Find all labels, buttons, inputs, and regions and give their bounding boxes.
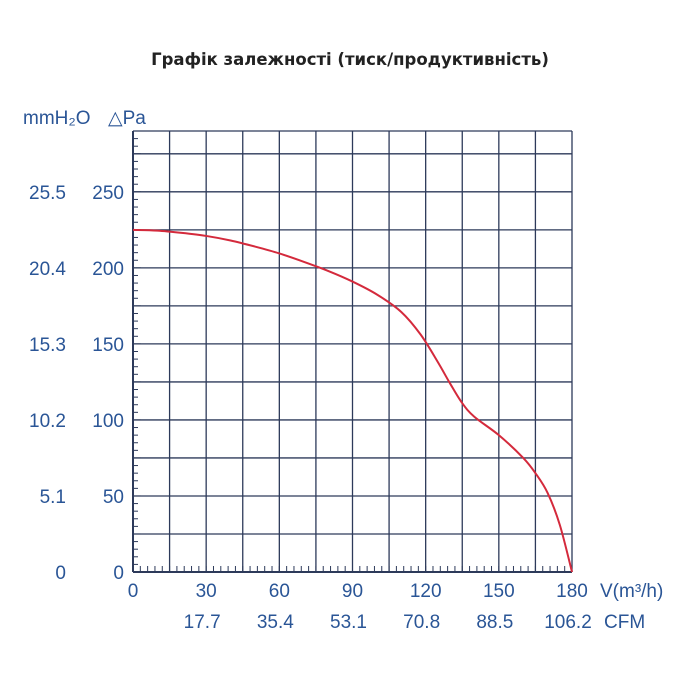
- y-tick-label-pa: 150: [92, 335, 124, 356]
- y-tick-label-pa: 100: [92, 411, 124, 432]
- y-tick-label-mmh2o: 15.3: [29, 335, 66, 356]
- x-tick-label-m3h: 0: [128, 581, 139, 602]
- x-tick-label-cfm: 53.1: [330, 612, 367, 633]
- x-tick-label-m3h: 30: [196, 581, 217, 602]
- x-axis-label: V(m³/h): [600, 581, 663, 602]
- y-tick-label-pa: 50: [103, 487, 124, 508]
- x-tick-label-cfm: 70.8: [403, 612, 440, 633]
- y-tick-label-pa: 200: [92, 259, 124, 280]
- y-tick-label-mmh2o: 20.4: [29, 259, 66, 280]
- y-tick-label-mmh2o: 0: [55, 563, 66, 584]
- x-tick-label-cfm: 17.7: [184, 612, 221, 633]
- chart-title: Графік залежності (тиск/продуктивність): [151, 50, 549, 69]
- x-tick-label-m3h: 90: [342, 581, 363, 602]
- y-tick-label-mmh2o: 5.1: [40, 487, 66, 508]
- x2-axis-label: CFM: [604, 612, 645, 633]
- y-tick-label-pa: 0: [113, 563, 124, 584]
- x-tick-label-cfm: 88.5: [476, 612, 513, 633]
- x-tick-label-cfm: 106.2: [544, 612, 592, 633]
- x-tick-label-m3h: 60: [269, 581, 290, 602]
- y-tick-label-mmh2o: 10.2: [29, 411, 66, 432]
- y-tick-label-mmh2o: 25.5: [29, 183, 66, 204]
- x-tick-label-m3h: 120: [410, 581, 442, 602]
- y-tick-label-pa: 250: [92, 183, 124, 204]
- y2-axis-label: mmH₂O: [23, 108, 91, 129]
- x-tick-label-m3h: 150: [483, 581, 515, 602]
- x-tick-label-cfm: 35.4: [257, 612, 294, 633]
- y-axis-label: △Pa: [108, 108, 146, 129]
- x-tick-label-m3h: 180: [556, 581, 588, 602]
